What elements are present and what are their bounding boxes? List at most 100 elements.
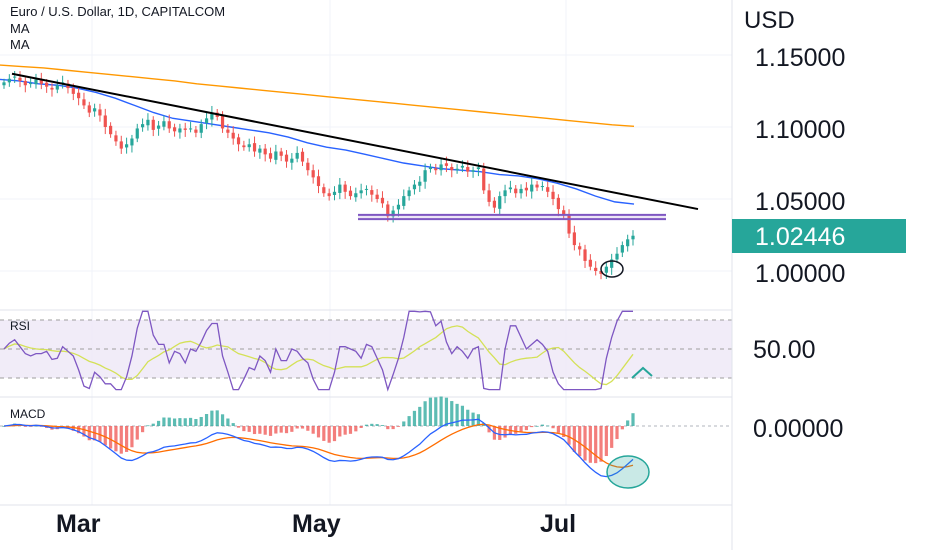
macd-hist-bar bbox=[567, 426, 571, 445]
candle-body bbox=[178, 128, 182, 133]
candle-body bbox=[332, 191, 337, 195]
macd-hist-bar bbox=[391, 426, 395, 430]
support-zone[interactable] bbox=[358, 213, 666, 221]
macd-hist-bar bbox=[428, 397, 433, 426]
candle-body bbox=[487, 190, 491, 202]
candle-body bbox=[162, 121, 166, 127]
candle-body bbox=[231, 132, 235, 139]
candle-body bbox=[455, 168, 459, 171]
rsi-tick: 50.00 bbox=[753, 336, 816, 364]
candle-body bbox=[98, 109, 102, 116]
macd-hist-bar bbox=[156, 420, 161, 426]
candle-body bbox=[220, 115, 225, 129]
candle-body bbox=[29, 83, 33, 85]
macd-hist-bar bbox=[604, 426, 608, 457]
current-price-badge bbox=[732, 219, 906, 253]
candle-body bbox=[45, 82, 49, 87]
candle-body bbox=[146, 119, 150, 126]
macd-hist-bar bbox=[215, 410, 219, 426]
candle-body bbox=[530, 184, 534, 192]
macd-hist-bar bbox=[514, 426, 518, 434]
candle-body bbox=[428, 167, 433, 170]
macd-hist-bar bbox=[125, 426, 129, 452]
macd-hist-bar bbox=[466, 409, 470, 426]
price-tick: 1.05000 bbox=[755, 188, 845, 216]
macd-hist-bar bbox=[450, 401, 454, 426]
macd-hist-bar bbox=[396, 426, 401, 427]
candle-body bbox=[578, 246, 582, 250]
candle-body bbox=[252, 143, 257, 152]
candle-body bbox=[338, 184, 342, 193]
trendline[interactable] bbox=[11, 72, 699, 211]
candle-body bbox=[103, 115, 107, 127]
candle-body bbox=[66, 83, 70, 89]
macd-hist-bar bbox=[199, 416, 203, 426]
candle-body bbox=[322, 187, 326, 194]
candlesticks bbox=[2, 70, 635, 280]
candle-body bbox=[87, 105, 91, 113]
macd-tick: 0.00000 bbox=[753, 415, 843, 443]
candle-body bbox=[306, 162, 310, 171]
macd-hist-bar bbox=[220, 414, 225, 426]
macd-hist-bar bbox=[460, 405, 465, 426]
macd-hist-bar bbox=[562, 426, 566, 438]
candle-body bbox=[434, 168, 438, 171]
candle-body bbox=[236, 137, 241, 145]
candle-body bbox=[386, 204, 390, 217]
candle-body bbox=[439, 164, 443, 171]
macd-hist-bar bbox=[140, 426, 145, 433]
candle-body bbox=[482, 168, 486, 191]
candle-body bbox=[300, 151, 305, 162]
price-tick: 1.00000 bbox=[755, 260, 845, 288]
bottom-circle-annotation[interactable] bbox=[600, 260, 624, 278]
candle-body bbox=[140, 124, 145, 128]
support-fill bbox=[358, 214, 666, 220]
macd-hist-bar bbox=[578, 426, 582, 457]
candle-body bbox=[2, 82, 6, 86]
candle-body bbox=[50, 87, 54, 90]
candle-body bbox=[188, 128, 193, 130]
candle-body bbox=[450, 167, 454, 171]
candle-body bbox=[599, 271, 603, 274]
candle-body bbox=[71, 88, 75, 94]
macd-hist-bar bbox=[295, 426, 299, 429]
candle-body bbox=[391, 210, 395, 217]
candle-body bbox=[194, 129, 198, 133]
candle-body bbox=[551, 191, 555, 199]
candle-body bbox=[594, 267, 598, 271]
candle-body bbox=[119, 141, 123, 149]
candle-body bbox=[23, 80, 27, 86]
macd-hist-bar bbox=[556, 426, 560, 433]
macd-hist-bar bbox=[375, 424, 379, 426]
macd-hist-bar bbox=[82, 426, 86, 437]
macd-hist-bar bbox=[444, 397, 449, 426]
candle-body bbox=[514, 188, 518, 194]
candle-body bbox=[402, 196, 406, 206]
ma-slow-path bbox=[0, 64, 635, 127]
macd-hist-bar bbox=[583, 426, 587, 461]
macd-hist-bar bbox=[348, 426, 353, 434]
candle-body bbox=[562, 210, 566, 215]
candle-body bbox=[34, 79, 38, 85]
candle-body bbox=[519, 188, 523, 194]
ma-fast-path bbox=[0, 78, 635, 205]
candle-body bbox=[210, 112, 214, 120]
rsi-label: RSI bbox=[10, 319, 30, 333]
macd-hist-bar bbox=[338, 426, 342, 437]
macd-hist-bar bbox=[34, 425, 38, 427]
candle-body bbox=[508, 187, 512, 190]
macd-hist-bar bbox=[162, 417, 166, 426]
macd-hist-bar bbox=[300, 426, 305, 429]
candle-body bbox=[364, 188, 369, 190]
macd-hist-bar bbox=[268, 426, 273, 436]
candle-body bbox=[370, 190, 374, 195]
candle-body bbox=[572, 232, 576, 246]
candle-body bbox=[412, 184, 417, 190]
macd-hist-bar bbox=[188, 417, 193, 426]
candle-body bbox=[631, 235, 635, 240]
macd-hist-bar bbox=[551, 426, 555, 429]
candle-body bbox=[359, 190, 363, 194]
macd-hist-bar bbox=[178, 418, 182, 426]
macd-hist-bar bbox=[599, 426, 603, 462]
